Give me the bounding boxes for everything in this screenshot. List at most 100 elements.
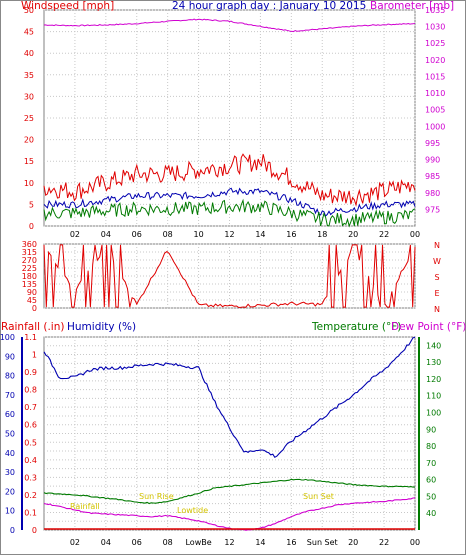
rain-y-tick-label: 0.2 [24,491,37,500]
chart-title: 24 hour graph day : January 10 2015 [172,0,366,12]
wind-y-tick-label: 35 [24,71,34,80]
humidity-y-tick-label: 90 [5,352,15,361]
x-tick-label: 02 [70,230,80,239]
sunrise-annotation: Sun Rise [139,492,174,501]
rain-y-tick-label: 0.6 [24,421,37,430]
humidity-y-tick-label: 100 [0,333,15,342]
bottom-x-tick-label: 14 [255,538,265,547]
x-tick-label: 20 [348,230,358,239]
x-tick-label: 00 [410,230,420,239]
temperature-label: Temperature (°F) [311,321,401,333]
temp-y-tick-label: 140 [426,341,441,350]
bottom-x-tick-label: 16 [286,538,296,547]
x-tick-label: 16 [286,230,296,239]
rain-y-tick-label: 0.7 [24,403,37,412]
dir-y-tick-label: 90 [27,288,37,297]
direction-series [43,244,416,309]
rain-y-tick-label: 0.9 [24,368,37,377]
x-tick-label: 10 [193,230,203,239]
baro-y-tick-label: 1025 [425,39,445,48]
humidity-y-tick-label: 20 [5,487,15,496]
dir-y-tick-label: 45 [27,296,37,305]
dewpoint-label: Dew Point (°F) [391,321,466,333]
series-line-temperature [43,478,415,505]
rain-y-tick-label: 0.8 [24,386,37,395]
x-tick-label: 12 [224,230,234,239]
bottom-x-tick-label: 08 [163,538,173,547]
baro-y-tick-label: 1035 [425,6,445,15]
rain-y-tick-label: 0 [32,526,37,535]
rain-y-tick-label: 0.1 [24,508,37,517]
bottom-x-tick-label: Sun Set [307,538,338,547]
baro-y-tick-label: 980 [425,189,440,198]
humidity-label: Humidity (%) [67,321,136,333]
dir-y-tick-label: 270 [22,256,37,265]
lowtide-annotation: Lowtide [177,506,208,515]
temp-y-tick-label: 50 [426,492,436,501]
x-tick-label: 18 [317,230,327,239]
humidity-y-tick-label: 40 [5,449,15,458]
bottom-x-tick-label: 00 [410,538,420,547]
wind-y-tick-label: 30 [24,92,34,101]
series-line-humidity [43,336,416,459]
temp-y-tick-label: 90 [426,425,436,434]
barometer-axis-label: Barometer [mb] [370,0,454,12]
bottom-x-tick-label: 02 [70,538,80,547]
temp-y-tick-label: 110 [426,392,441,401]
baro-y-tick-label: 1020 [425,56,445,65]
temp-y-tick-label: 120 [426,375,441,384]
dir-y-tick-label: 225 [22,264,37,273]
rainfall-annotation: Rainfall [70,502,100,511]
temp-grid [44,336,416,531]
temp-y-tick-label: 70 [426,459,436,468]
series-line-wind-low [43,198,416,228]
series-line-wind-average [43,187,416,217]
wind-y-tick-label: 5 [29,200,34,209]
wind-y-tick-label: 45 [24,28,34,37]
baro-y-tick-label: 1010 [425,89,445,98]
wind-axis-label: Windspeed [mph] [21,0,114,12]
x-tick-label: 04 [101,230,111,239]
baro-y-tick-label: 995 [425,139,440,148]
x-tick-label: 22 [379,230,389,239]
humidity-y-tick-label: 70 [5,391,15,400]
bottom-x-tick-label: 12 [224,538,234,547]
temp-y-tick-label: 100 [426,409,441,418]
wind-y-tick-label: 0 [29,222,34,231]
baro-y-tick-label: 990 [425,156,440,165]
wind-series [43,18,416,228]
x-tick-label: 06 [132,230,142,239]
wind-y-tick-label: 15 [24,157,34,166]
rain-y-tick-label: 1.1 [24,333,37,342]
humidity-y-tick-label: 50 [5,430,15,439]
series-line-wind-gust [43,153,416,207]
rain-y-tick-label: 0.5 [24,438,37,447]
temp-y-tick-label: 130 [426,358,441,367]
baro-y-tick-label: 1005 [425,106,445,115]
compass-tick-label: N [434,305,440,314]
compass-tick-label: N [434,241,440,250]
compass-tick-label: E [434,289,439,298]
humidity-y-tick-label: 60 [5,410,15,419]
bottom-x-tick-label: 06 [132,538,142,547]
bottom-x-tick-label: LowBe [185,538,211,547]
bottom-x-tick-label: 22 [379,538,389,547]
bottom-x-tick-label: 04 [101,538,111,547]
wind-y-tick-label: 50 [24,6,34,15]
wind-y-tick-label: 40 [24,49,34,58]
humidity-y-tick-label: 80 [5,372,15,381]
bottom-x-tick-label: 20 [348,538,358,547]
wind-y-tick-label: 25 [24,114,34,123]
baro-y-tick-label: 975 [425,205,440,214]
x-tick-label: 08 [163,230,173,239]
temp-y-tick-label: 40 [426,509,436,518]
humidity-y-tick-label: 0 [10,526,15,535]
rain-y-tick-label: 1 [32,351,37,360]
baro-y-tick-label: 985 [425,172,440,181]
rainfall-label: Rainfall (.in) [1,321,64,333]
baro-y-tick-label: 1030 [425,23,445,32]
wind-y-tick-label: 20 [24,136,34,145]
compass-tick-label: S [434,273,439,282]
